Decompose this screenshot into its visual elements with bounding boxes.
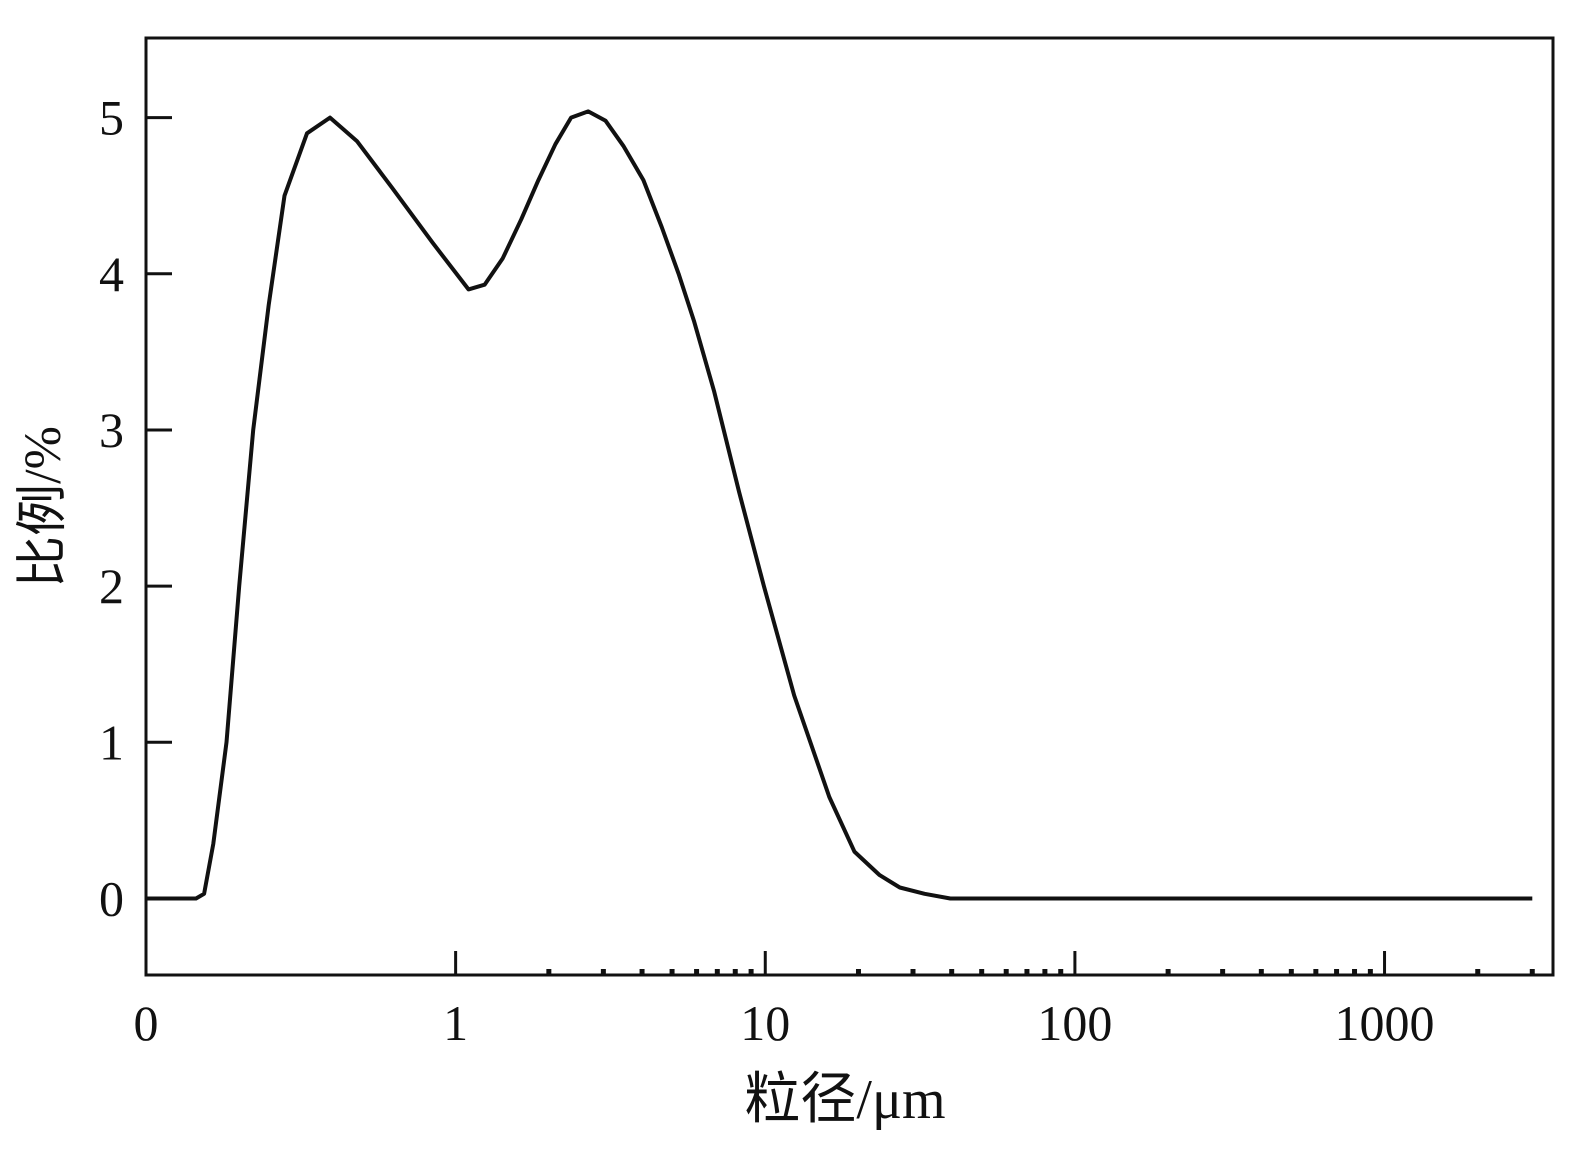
y-tick-label: 2 [99,558,124,614]
data-line [146,109,1533,901]
y-tick-label: 1 [99,714,124,770]
y-tick-label: 3 [99,402,124,458]
x-tick-label: 1 [443,995,468,1051]
x-tick-label: 10 [740,995,790,1051]
y-tick-label: 0 [99,870,124,926]
plot-frame [144,36,1555,977]
x-tick-label: 100 [1037,995,1112,1051]
x-tick-label: 1000 [1335,995,1435,1051]
y-tick-label: 5 [99,90,124,146]
x-axis-label: 粒径/μm [744,1069,945,1131]
y-tick-label: 4 [99,246,124,302]
x-tick-label: 0 [134,995,159,1051]
y-axis-label: 比例/% [15,426,72,588]
